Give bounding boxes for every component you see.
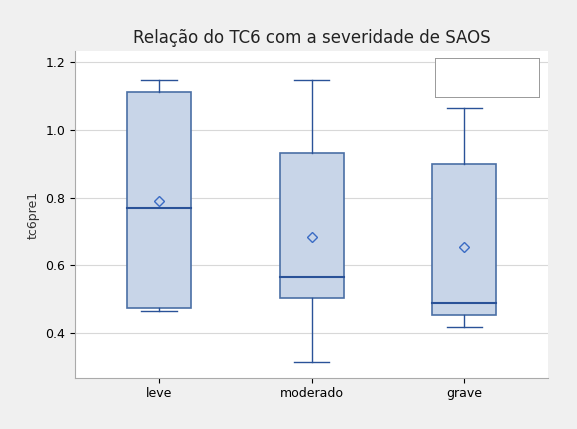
Title: Relação do TC6 com a severidade de SAOS: Relação do TC6 com a severidade de SAOS bbox=[133, 29, 490, 47]
Bar bbox=[279, 153, 344, 298]
Bar bbox=[127, 92, 191, 308]
Bar bbox=[432, 163, 496, 315]
Y-axis label: tc6pre1: tc6pre1 bbox=[27, 190, 40, 239]
